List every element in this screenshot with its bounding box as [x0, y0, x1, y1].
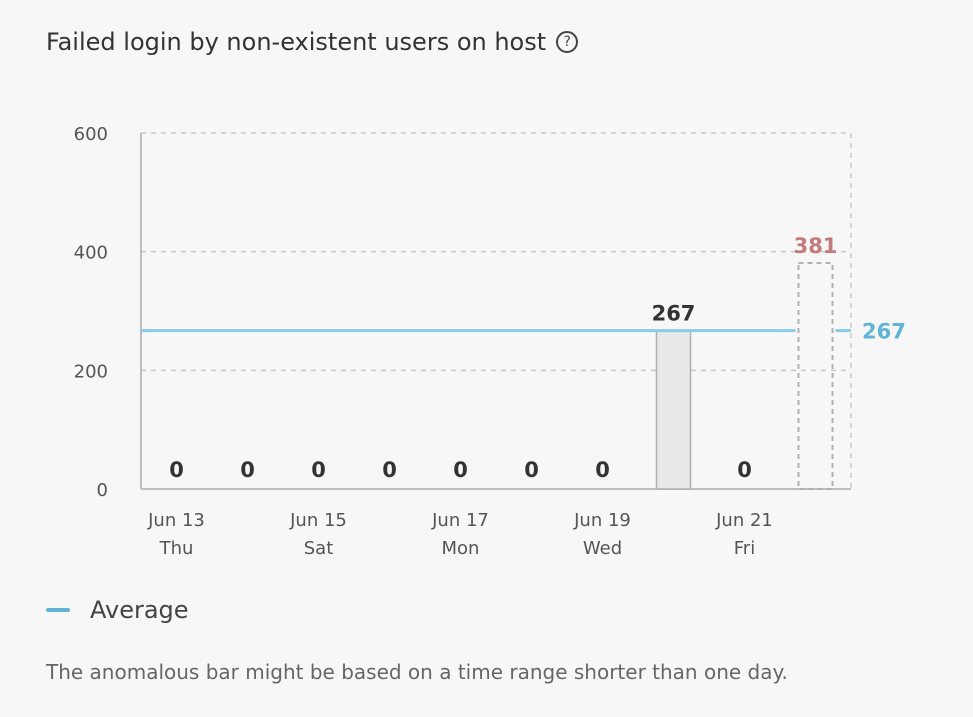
bar-label: 0: [311, 458, 326, 482]
x-tick-day: Fri: [734, 538, 755, 559]
y-tick-label-0: 0: [97, 480, 108, 501]
bar-label-anomalous: 381: [794, 234, 838, 258]
bar-label: 267: [652, 302, 696, 326]
chart-title: Failed login by non-existent users on ho…: [46, 28, 579, 56]
x-tick-date: Jun 13: [147, 510, 205, 531]
average-value-label: 267: [862, 320, 906, 344]
x-tick-date: Jun 21: [715, 510, 773, 531]
bar-label: 0: [240, 458, 255, 482]
x-tick-date: Jun 15: [289, 510, 347, 531]
y-tick-label-200: 200: [74, 361, 108, 382]
bar-label: 0: [169, 458, 184, 482]
y-tick-label-400: 400: [74, 243, 108, 264]
bar-label: 0: [382, 458, 397, 482]
chart-title-text: Failed login by non-existent users on ho…: [46, 28, 547, 56]
x-tick-day: Thu: [159, 538, 194, 559]
y-tick-label-600: 600: [74, 124, 108, 145]
x-tick-day: Wed: [583, 538, 622, 559]
bar-jun-20: [655, 329, 692, 490]
x-tick-day: Sat: [304, 538, 334, 559]
x-tick-day: Mon: [442, 538, 480, 559]
bar-anomalous: [797, 261, 834, 490]
bar-label: 0: [524, 458, 539, 482]
bar-label: 0: [595, 458, 610, 482]
bar-label: 0: [737, 458, 752, 482]
x-tick-date: Jun 17: [431, 510, 489, 531]
x-tick-date: Jun 19: [573, 510, 631, 531]
legend-average-swatch: [46, 608, 70, 612]
bar-label: 0: [453, 458, 468, 482]
bar-chart: 0 200 400 600 0 0 0 0 0 0 0 267 0 381 267 Jun 13 Thu Jun …: [74, 124, 906, 559]
legend-average-label: Average: [90, 596, 189, 624]
legend: Average: [46, 596, 189, 624]
footnote: The anomalous bar might be based on a ti…: [46, 660, 788, 684]
help-icon[interactable]: ?: [556, 31, 579, 53]
